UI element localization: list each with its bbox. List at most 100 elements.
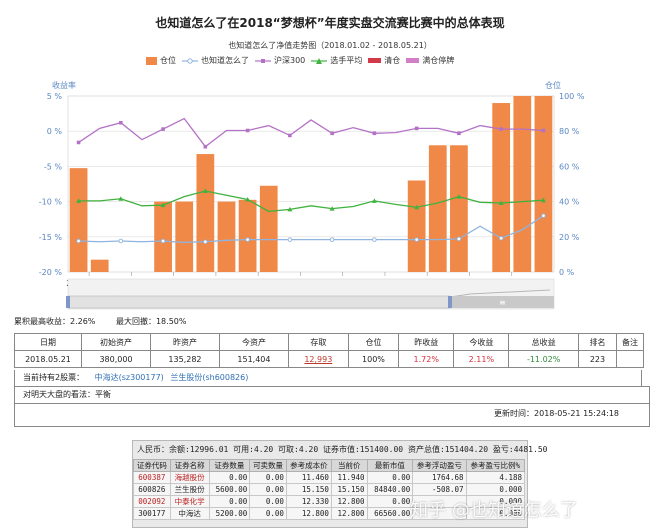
average-line bbox=[78, 190, 544, 213]
th-rank: 排名 bbox=[577, 333, 618, 351]
hs300-point bbox=[330, 131, 334, 136]
positions-header: 证券代码 证券名称 证券数量 可卖数量 参考成本价 当前价 最新市值 参考浮动盈亏 参考盈亏… bbox=[133, 459, 526, 472]
stats-line: 累积最高收益：2.26% 最大回撤：18.50% bbox=[14, 316, 204, 327]
summary-data-row: 2018.05.21 380,000 135,282 151,404 12,99… bbox=[14, 350, 644, 368]
position-bar bbox=[175, 201, 194, 272]
average-point bbox=[414, 204, 420, 210]
hs300-point bbox=[372, 131, 377, 136]
player-point bbox=[118, 238, 124, 244]
y-left-tick: -15 % bbox=[39, 233, 63, 242]
position-bar bbox=[196, 154, 215, 272]
player-point bbox=[541, 213, 546, 218]
table-row[interactable]: 600387 海越股份 0.00 0.00 11.460 11.940 0.00 1764.6… bbox=[133, 471, 526, 484]
hs300-line bbox=[78, 117, 544, 148]
average-point bbox=[76, 198, 82, 203]
th-position: 仓位 bbox=[347, 333, 400, 351]
player-point bbox=[329, 237, 335, 242]
hs300-point bbox=[499, 127, 503, 131]
th-date: 日期 bbox=[14, 333, 82, 351]
position-bar bbox=[492, 103, 511, 272]
stock-link-zhonghaida[interactable]: 中海达(sz300177) bbox=[94, 373, 164, 382]
table-row[interactable]: 600826 兰生股份 5600.00 0.00 15.150 15.150 84840.0… bbox=[133, 483, 526, 496]
position-bar bbox=[69, 168, 88, 272]
transfer-link[interactable]: 12,993 bbox=[304, 354, 333, 364]
position-bar bbox=[534, 96, 553, 272]
hs300-point bbox=[161, 127, 165, 131]
legend-halt[interactable]: 满仓停牌 bbox=[406, 55, 454, 66]
stock-link-lansheng[interactable]: 兰生股份(sh600826) bbox=[170, 373, 249, 382]
y-left-tick: -5 % bbox=[44, 162, 63, 171]
player-point bbox=[372, 237, 377, 242]
average-point bbox=[371, 198, 377, 203]
player-point bbox=[498, 235, 504, 241]
plot-frame bbox=[67, 95, 555, 273]
max-return: 累积最高收益：2.26% bbox=[14, 317, 96, 326]
average-point bbox=[540, 197, 546, 203]
th-initial: 初始资产 bbox=[81, 333, 151, 351]
legend-average[interactable]: 选手平均 bbox=[311, 55, 362, 66]
th-note: 备注 bbox=[616, 333, 644, 351]
account-summary: 人民币：余额:12996.01 可用:4.20 可取:4.20 证券市值:151… bbox=[137, 445, 548, 454]
player-point bbox=[245, 237, 250, 242]
chart-legend: 仓位 也知道怎么了 沪深300 选手平均 清仓 满仓停牌 bbox=[146, 55, 454, 66]
scroll-range bbox=[67, 295, 451, 309]
legend-clear[interactable]: 清仓 bbox=[368, 55, 400, 66]
y-right-tick: 80 % bbox=[559, 127, 580, 136]
summary-header-row: 日期 初始资产 昨资产 今资产 存取 仓位 昨收益 今收益 总收益 排名 备注 bbox=[14, 333, 644, 351]
hs300-point bbox=[414, 126, 419, 131]
legend-hs300[interactable]: 沪深300 bbox=[255, 55, 305, 66]
update-time: 更新时间：2018-05-21 15:24:18 bbox=[494, 409, 619, 418]
y-left-label: 收益率 bbox=[52, 80, 76, 90]
trade-client-screenshot: 人民币：余额:12996.01 可用:4.20 可取:4.20 证券市值:151… bbox=[132, 440, 548, 528]
y-right-tick: 20 % bbox=[559, 233, 580, 242]
hs300-point bbox=[245, 128, 250, 133]
y-right-tick: 40 % bbox=[559, 198, 580, 207]
hs300-point bbox=[288, 133, 292, 138]
positions-table: 证券代码 证券名称 证券数量 可卖数量 参考成本价 当前价 最新市值 参考浮动盈亏 参考盈亏… bbox=[133, 459, 526, 520]
position-bar bbox=[428, 145, 447, 272]
table-row[interactable]: 300177 中海达 5200.00 0.00 12.800 12.800 66560.00… bbox=[133, 507, 526, 520]
hs300-point bbox=[76, 140, 81, 145]
th-total-return: 总收益 bbox=[508, 333, 579, 351]
y-right-tick: 100 % bbox=[559, 92, 585, 101]
average-point bbox=[498, 200, 504, 206]
scroll-handle-right[interactable] bbox=[448, 296, 452, 308]
player-point bbox=[456, 236, 462, 242]
watermark: 知乎 @也知道怎么了 bbox=[410, 500, 578, 521]
holdings-line: 当前持有2股票： 中海达(sz300177) 兰生股份(sh600826) bbox=[14, 370, 642, 386]
y-left-tick: 5 % bbox=[47, 92, 63, 101]
average-point bbox=[118, 196, 124, 201]
position-bar bbox=[450, 145, 468, 272]
player-line bbox=[78, 215, 544, 244]
position-bar bbox=[407, 180, 426, 272]
hs300-point bbox=[203, 144, 208, 149]
th-today: 今资产 bbox=[218, 333, 289, 351]
player-point bbox=[160, 238, 166, 244]
player-point bbox=[287, 237, 293, 242]
scrollbar-grip-icon: ≡ bbox=[499, 298, 506, 307]
hs300-point bbox=[119, 120, 123, 125]
chart-subtitle: 也知道怎么了净值走势图（2018.01.02 - 2018.05.21） bbox=[228, 41, 432, 50]
legend-player[interactable]: 也知道怎么了 bbox=[182, 55, 249, 66]
player-point bbox=[203, 239, 208, 244]
scroll-handle-left[interactable] bbox=[66, 296, 70, 308]
position-bar bbox=[90, 259, 109, 272]
legend-position[interactable]: 仓位 bbox=[146, 55, 176, 66]
position-bar bbox=[513, 96, 532, 272]
y-left-tick: -20 % bbox=[39, 268, 63, 277]
market-view: 对明天大盘的看法：平衡 bbox=[14, 386, 650, 404]
th-today-return: 今收益 bbox=[453, 333, 510, 351]
th-transfer: 存取 bbox=[287, 333, 349, 351]
th-prev: 昨资产 bbox=[149, 333, 220, 351]
y-right-tick: 0 % bbox=[559, 268, 575, 277]
hs300-point bbox=[541, 128, 546, 133]
position-bar bbox=[154, 201, 172, 272]
y-right-label: 仓位 bbox=[545, 80, 561, 90]
y-right-tick: 60 % bbox=[559, 162, 580, 171]
position-bar bbox=[217, 201, 236, 272]
th-prev-return: 昨收益 bbox=[398, 333, 455, 351]
page-title: 也知道怎么了在2018“梦想杯”年度实盘交流赛比赛中的总体表现 bbox=[155, 16, 505, 30]
average-point bbox=[287, 206, 293, 212]
scrollbar-thumb[interactable] bbox=[452, 296, 554, 308]
player-point bbox=[414, 237, 419, 242]
